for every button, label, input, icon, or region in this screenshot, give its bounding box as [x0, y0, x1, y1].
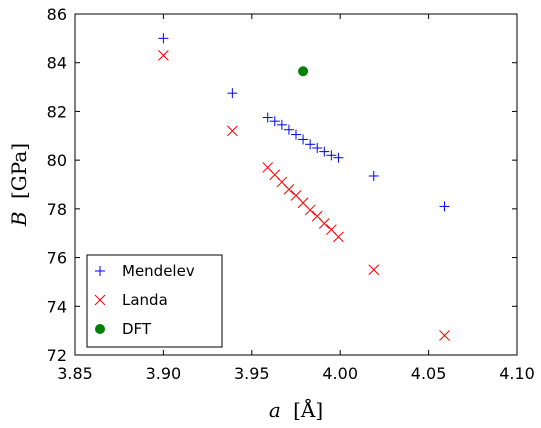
- tick-labels: 3.85 3.90 3.95 4.00 4.05 4.10 72 74 76 78 80 82 84 86: [47, 5, 535, 383]
- legend-item-dft: DFT: [95, 320, 152, 338]
- data-point: [439, 330, 450, 341]
- legend-marker: [95, 266, 105, 276]
- data-point: [298, 134, 309, 145]
- data-point: [283, 184, 295, 195]
- legend-marker: [94, 294, 106, 306]
- data-point: [276, 119, 287, 130]
- legend-item-landa: Landa: [94, 291, 168, 309]
- legend-label: Landa: [122, 291, 168, 309]
- data-point: [158, 33, 169, 44]
- data-point: [305, 139, 316, 150]
- legend: Mendelev Landa DFT: [86, 254, 223, 348]
- y-axis-label: B [GPa]: [7, 143, 31, 227]
- x-tick-label: 3.90: [146, 364, 182, 383]
- data-point: [368, 170, 379, 181]
- y-axis-variable: B: [7, 211, 31, 227]
- series-landa: [158, 50, 450, 341]
- y-tick-label: 84: [47, 54, 67, 73]
- data-point: [226, 125, 238, 137]
- data-point: [318, 218, 330, 229]
- legend-label: Mendelev: [122, 262, 195, 280]
- axis-ticks: [74, 13, 518, 356]
- y-tick-label: 74: [47, 297, 67, 316]
- data-point: [298, 66, 309, 77]
- x-axis-variable: a: [269, 398, 281, 422]
- plot-frame: [74, 13, 518, 356]
- legend-box: [86, 254, 223, 348]
- legend-marker: [95, 324, 105, 334]
- data-point: [283, 124, 294, 135]
- data-point: [227, 88, 238, 99]
- data-point: [333, 152, 344, 163]
- y-tick-label: 72: [47, 346, 67, 365]
- x-tick-label: 3.85: [57, 364, 93, 383]
- data-point: [262, 112, 273, 123]
- x-axis-label: a [Å]: [269, 397, 323, 422]
- x-tick-label: 4.00: [322, 364, 358, 383]
- data-point: [319, 146, 330, 157]
- legend-item-mendelev: Mendelev: [95, 262, 195, 280]
- y-tick-label: 86: [47, 5, 67, 24]
- data-point: [439, 201, 450, 212]
- data-point: [304, 204, 316, 216]
- data-point: [326, 150, 337, 161]
- y-tick-label: 82: [47, 102, 67, 121]
- series-dft: [298, 66, 309, 77]
- data-point: [333, 231, 344, 243]
- x-tick-label: 3.95: [234, 364, 270, 383]
- x-tick-label: 4.10: [499, 364, 535, 383]
- y-tick-label: 76: [47, 249, 67, 268]
- y-axis-unit: [GPa]: [7, 143, 31, 199]
- series-mendelev: [158, 33, 450, 212]
- x-axis-unit: [Å]: [293, 397, 323, 422]
- data-point: [368, 264, 380, 276]
- plot-marks: [158, 33, 450, 341]
- data-point: [312, 142, 323, 153]
- data-point: [291, 129, 301, 140]
- data-point: [158, 50, 169, 61]
- y-tick-label: 80: [47, 151, 67, 170]
- legend-label: DFT: [122, 320, 152, 338]
- x-tick-label: 4.05: [411, 364, 447, 383]
- y-tick-label: 78: [47, 200, 67, 219]
- data-point: [269, 116, 280, 127]
